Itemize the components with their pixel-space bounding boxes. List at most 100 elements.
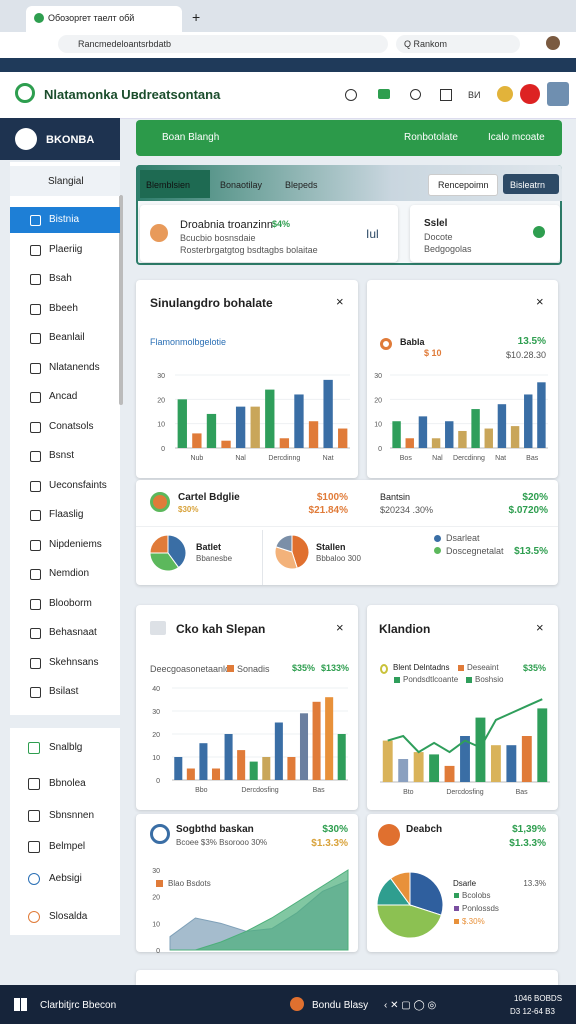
- legend-swatch: [454, 919, 459, 924]
- menu-item[interactable]: Ancad: [49, 391, 78, 402]
- menu-icon: [28, 873, 40, 885]
- start-button[interactable]: [14, 998, 27, 1011]
- icon[interactable]: [345, 89, 357, 101]
- menu-icon: [30, 274, 41, 285]
- tab-label[interactable]: Blemblsien: [146, 180, 191, 190]
- menu-item[interactable]: Bbeeh: [49, 302, 78, 314]
- toolbar-action[interactable]: Ronbotolate: [404, 132, 458, 143]
- legend-swatch: [466, 677, 472, 683]
- url: Rancmedeloantsrbdatb: [78, 39, 172, 49]
- icon[interactable]: [440, 89, 452, 101]
- menu-icon: [30, 657, 41, 669]
- tab-label[interactable]: Blepeds: [285, 180, 318, 190]
- url-box[interactable]: [58, 35, 388, 53]
- menu-item[interactable]: Sbnsnnen: [49, 810, 95, 821]
- card-amount: $ 10: [424, 348, 442, 358]
- card-title: Deabch: [406, 824, 443, 835]
- legend-label: $.30%: [462, 917, 485, 926]
- button[interactable]: [503, 174, 559, 194]
- legend-dot: [380, 664, 388, 674]
- side-title: Sslel: [424, 218, 448, 229]
- summary-highlight: $4%: [272, 219, 291, 229]
- sidebar-title: BKONBA: [46, 134, 95, 146]
- legend-swatch: [458, 665, 464, 671]
- avatar[interactable]: [546, 36, 560, 50]
- divider: [136, 526, 558, 527]
- menu-item[interactable]: Skehnsans: [49, 656, 99, 668]
- summary-icon-text: Iul: [366, 227, 379, 241]
- group-title[interactable]: Slangial: [48, 176, 84, 187]
- menu-icon: [28, 810, 40, 822]
- menu-icon: [30, 451, 41, 462]
- card-title: Bantsin: [380, 492, 411, 502]
- divider: [262, 530, 263, 585]
- menu-icon: [28, 841, 40, 853]
- tab-label[interactable]: Bonaotilay: [220, 180, 263, 190]
- legend-label: Deseaint: [467, 663, 499, 672]
- pie-sub: Bbbaloo 300: [316, 554, 361, 563]
- taskbar-app[interactable]: Bondu Blasy: [312, 1000, 369, 1011]
- menu-item[interactable]: Bistnia: [49, 214, 80, 225]
- clock-time: 1046 BOBDS: [514, 994, 563, 1003]
- menu-item[interactable]: Plaeriig: [49, 243, 83, 255]
- menu-icon: [30, 510, 41, 521]
- icon[interactable]: [497, 86, 513, 102]
- menu-item[interactable]: Aebsigi: [49, 873, 82, 884]
- stats-panel: [136, 480, 558, 585]
- legend-value: 13.3%: [523, 879, 546, 888]
- menu-item[interactable]: Bsilast: [49, 686, 79, 697]
- close[interactable]: ×: [336, 620, 344, 635]
- user-avatar[interactable]: [547, 82, 569, 106]
- legend-label: Ponlossds: [462, 904, 499, 913]
- menu-item[interactable]: Flaaslig: [49, 509, 84, 520]
- menu-item[interactable]: Behasnaat: [49, 627, 97, 638]
- icon[interactable]: [410, 89, 421, 100]
- card-icon: [150, 492, 170, 512]
- notification[interactable]: [520, 84, 540, 104]
- taskbar-search[interactable]: Clarbitjrc Bbecon: [40, 1000, 117, 1011]
- app-icon[interactable]: [290, 997, 304, 1011]
- menu-item[interactable]: Conatsols: [49, 420, 94, 432]
- menu-icon: [30, 392, 41, 403]
- menu-item[interactable]: Beanlail: [49, 332, 85, 343]
- card-icon: [380, 338, 392, 350]
- button[interactable]: [428, 174, 498, 196]
- menu-item[interactable]: Slosalda: [49, 911, 88, 922]
- menu-item[interactable]: Nlatanends: [49, 361, 100, 373]
- button-label: Bisleatrn: [510, 180, 546, 190]
- legend-swatch: [394, 677, 400, 683]
- search-box[interactable]: [396, 35, 520, 53]
- card-title: Babla: [400, 337, 425, 347]
- menu-item[interactable]: Bsah: [49, 273, 72, 284]
- summary-line: Bcucbio bosnsdaie: [180, 233, 256, 243]
- toolbar: [136, 120, 562, 156]
- legend-swatch: [156, 880, 163, 887]
- menu-item[interactable]: Bbnolea: [49, 778, 86, 789]
- card-subtitle: Flamonmolbgelotie: [150, 337, 227, 347]
- toolbar-title: Boan Blangh: [162, 132, 220, 143]
- toolbar-action[interactable]: Icalo mcoate: [488, 132, 545, 143]
- menu-item[interactable]: Bsnst: [49, 450, 75, 461]
- close[interactable]: ×: [536, 620, 544, 635]
- chart-card: [136, 280, 358, 478]
- card-value: $30%: [322, 824, 348, 835]
- card-title: Klandion: [379, 622, 431, 636]
- tray-icons[interactable]: ‹ ✕ ▢ ◯ ◎: [384, 1000, 437, 1011]
- menu-item[interactable]: Nipdeniems: [49, 538, 102, 550]
- new-tab[interactable]: +: [192, 9, 201, 25]
- menu-item[interactable]: Snalblg: [49, 742, 83, 753]
- close[interactable]: ×: [336, 294, 344, 309]
- sidebar-logo: [15, 128, 37, 150]
- tab-active[interactable]: [140, 170, 210, 198]
- close[interactable]: ×: [536, 294, 544, 309]
- tab[interactable]: [26, 6, 182, 32]
- menu-item[interactable]: Ueconsfaints: [49, 479, 107, 491]
- scrollbar: [119, 195, 123, 405]
- taskbar: [0, 985, 576, 1024]
- icon[interactable]: [378, 89, 390, 99]
- menu-item[interactable]: Nemdion: [49, 568, 90, 579]
- status-dot: [533, 226, 545, 238]
- menu-item[interactable]: Blooborm: [49, 597, 92, 609]
- pie-title: Batlet: [196, 542, 222, 552]
- menu-item[interactable]: Belmpel: [49, 841, 86, 852]
